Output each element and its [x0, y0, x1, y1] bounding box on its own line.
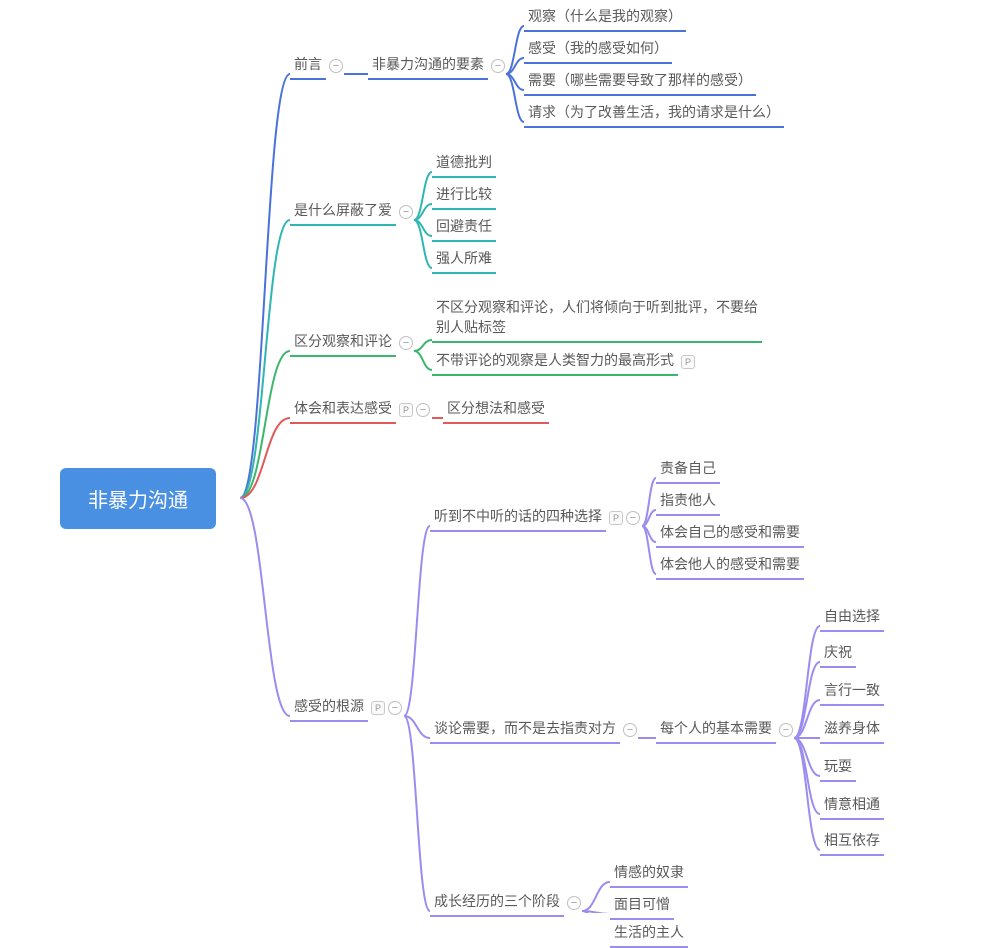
mindmap-node[interactable]: 强人所难	[432, 246, 496, 274]
collapse-toggle-icon[interactable]: −	[399, 205, 413, 219]
mindmap-node[interactable]: 回避责任	[432, 214, 496, 242]
node-label: 不区分观察和评论，人们将倾向于听到批评，不要给别人贴标签	[432, 296, 762, 343]
node-label: 体会自己的感受和需要	[656, 520, 804, 548]
node-label: 言行一致	[820, 678, 884, 706]
collapse-toggle-icon[interactable]: −	[779, 723, 793, 737]
collapse-toggle-icon[interactable]: −	[388, 701, 402, 715]
mindmap-node[interactable]: 自由选择	[820, 604, 884, 632]
node-label: 请求（为了改善生活，我的请求是什么）	[524, 100, 784, 128]
node-label: 进行比较	[432, 182, 496, 210]
collapse-toggle-icon[interactable]: −	[416, 403, 430, 417]
node-label: 是什么屏蔽了爱	[290, 198, 396, 226]
mindmap-node[interactable]: 道德批判	[432, 150, 496, 178]
node-label: 观察（什么是我的观察）	[524, 4, 686, 32]
root-node[interactable]: 非暴力沟通	[60, 468, 216, 529]
node-label: 相互依存	[820, 828, 884, 856]
collapse-toggle-icon[interactable]: −	[567, 896, 581, 910]
node-label: 听到不中听的话的四种选择	[430, 504, 606, 532]
mindmap-node[interactable]: 情意相通	[820, 792, 884, 820]
mindmap-node[interactable]: 观察（什么是我的观察）	[524, 4, 686, 32]
mindmap-node[interactable]: 请求（为了改善生活，我的请求是什么）	[524, 100, 784, 128]
mindmap-node[interactable]: 责备自己	[656, 456, 720, 484]
collapse-toggle-icon[interactable]: −	[626, 511, 640, 525]
collapse-toggle-icon[interactable]: −	[491, 59, 505, 73]
note-badge-icon: P	[681, 355, 695, 369]
mindmap-node[interactable]: 庆祝	[820, 640, 856, 668]
mindmap-node[interactable]: 体会自己的感受和需要	[656, 520, 804, 548]
mindmap-node[interactable]: 谈论需要，而不是去指责对方−	[430, 716, 637, 744]
note-badge-icon: P	[371, 701, 385, 715]
mindmap-node[interactable]: 指责他人	[656, 488, 720, 516]
mindmap-node[interactable]: 是什么屏蔽了爱−	[290, 198, 413, 226]
mindmap-node[interactable]: 非暴力沟通的要素−	[368, 52, 505, 80]
mindmap-node[interactable]: 面目可憎	[610, 892, 674, 920]
node-label: 体会和表达感受	[290, 396, 396, 424]
node-label: 自由选择	[820, 604, 884, 632]
mindmap-node[interactable]: 每个人的基本需要−	[656, 716, 793, 744]
mindmap-node[interactable]: 需要（哪些需要导致了那样的感受）	[524, 68, 756, 96]
node-label: 不带评论的观察是人类智力的最高形式	[432, 348, 678, 376]
mindmap-node[interactable]: 相互依存	[820, 828, 884, 856]
note-badge-icon: P	[399, 403, 413, 417]
node-label: 区分想法和感受	[443, 396, 549, 424]
note-badge-icon: P	[609, 511, 623, 525]
mindmap-node[interactable]: 区分想法和感受	[443, 396, 549, 424]
mindmap-node[interactable]: 情感的奴隶	[610, 860, 688, 888]
mindmap-node[interactable]: 前言−	[290, 52, 343, 80]
node-label: 情意相通	[820, 792, 884, 820]
node-label: 玩耍	[820, 754, 856, 782]
node-label: 感受的根源	[290, 694, 368, 722]
node-label: 感受（我的感受如何）	[524, 36, 672, 64]
node-label: 谈论需要，而不是去指责对方	[430, 716, 620, 744]
node-label: 情感的奴隶	[610, 860, 688, 888]
mindmap-node[interactable]: 感受的根源P−	[290, 694, 402, 722]
node-label: 滋养身体	[820, 716, 884, 744]
node-label: 庆祝	[820, 640, 856, 668]
mindmap-node[interactable]: 进行比较	[432, 182, 496, 210]
collapse-toggle-icon[interactable]: −	[329, 59, 343, 73]
root-label: 非暴力沟通	[88, 490, 188, 512]
mindmap-node[interactable]: 体会和表达感受P−	[290, 396, 430, 424]
node-label: 需要（哪些需要导致了那样的感受）	[524, 68, 756, 96]
node-label: 区分观察和评论	[290, 329, 396, 357]
node-label: 前言	[290, 52, 326, 80]
node-label: 每个人的基本需要	[656, 716, 776, 744]
node-label: 非暴力沟通的要素	[368, 52, 488, 80]
collapse-toggle-icon[interactable]: −	[399, 336, 413, 350]
node-label: 回避责任	[432, 214, 496, 242]
mindmap-node[interactable]: 感受（我的感受如何）	[524, 36, 672, 64]
mindmap-node[interactable]: 体会他人的感受和需要	[656, 552, 804, 580]
collapse-toggle-icon[interactable]: −	[623, 723, 637, 737]
mindmap-node[interactable]: 不带评论的观察是人类智力的最高形式P	[432, 348, 695, 376]
mindmap-node[interactable]: 区分观察和评论−	[290, 329, 413, 357]
node-label: 生活的主人	[610, 920, 688, 948]
node-label: 体会他人的感受和需要	[656, 552, 804, 580]
mindmap-node[interactable]: 生活的主人	[610, 920, 688, 948]
mindmap-node[interactable]: 玩耍	[820, 754, 856, 782]
mindmap-node[interactable]: 不区分观察和评论，人们将倾向于听到批评，不要给别人贴标签	[432, 296, 762, 343]
node-label: 强人所难	[432, 246, 496, 274]
mindmap-node[interactable]: 滋养身体	[820, 716, 884, 744]
node-label: 责备自己	[656, 456, 720, 484]
mindmap-node[interactable]: 言行一致	[820, 678, 884, 706]
mindmap-node[interactable]: 听到不中听的话的四种选择P−	[430, 504, 640, 532]
node-label: 面目可憎	[610, 892, 674, 920]
node-label: 指责他人	[656, 488, 720, 516]
node-label: 道德批判	[432, 150, 496, 178]
